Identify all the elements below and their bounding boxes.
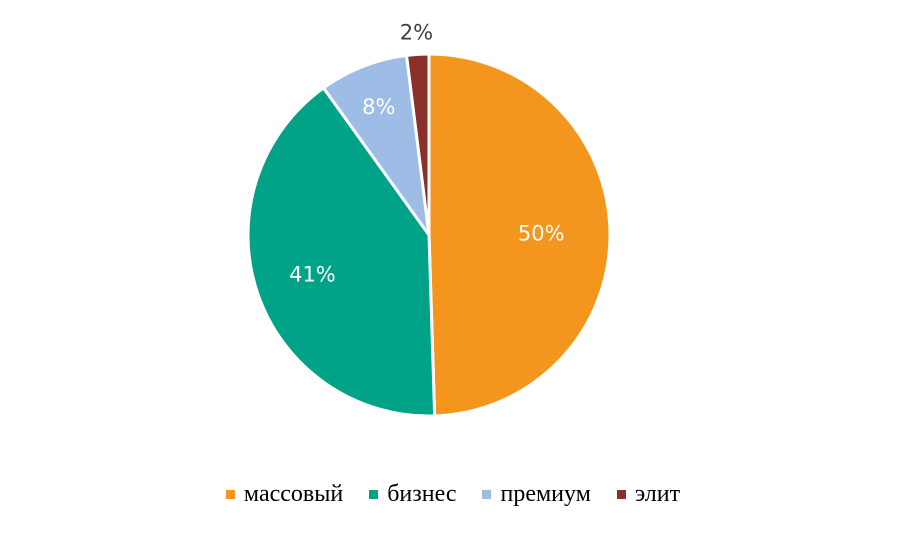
pie-slice-elit: [404, 52, 431, 236]
legend-swatch-premium: [482, 489, 492, 499]
legend-label-premium: премиум: [500, 480, 591, 507]
legend-label-elit: элит: [634, 480, 681, 507]
legend-swatch-massovyi: [225, 489, 235, 499]
legend-item-premium: премиум: [482, 480, 591, 508]
data-label-premium: 8%: [362, 95, 395, 119]
data-label-biznes: 41%: [289, 262, 336, 286]
data-label-massovyi: 50%: [518, 221, 565, 245]
chart-legend: массовый бизнес премиум элит: [0, 478, 906, 510]
legend-swatch-biznes: [369, 489, 379, 499]
legend-item-massovyi: массовый: [225, 480, 344, 508]
legend-swatch-elit: [616, 489, 626, 499]
data-label-elit: 2%: [400, 21, 433, 45]
legend-item-biznes: бизнес: [369, 481, 456, 508]
pie-slice-massovyi: [427, 52, 612, 418]
legend-label-biznes: бизнес: [387, 480, 457, 507]
legend-item-elit: элит: [616, 480, 681, 508]
pie-slice-premium: [321, 53, 431, 236]
legend-label-massovyi: массовый: [243, 480, 344, 507]
pie-slice-biznes: [246, 85, 437, 418]
